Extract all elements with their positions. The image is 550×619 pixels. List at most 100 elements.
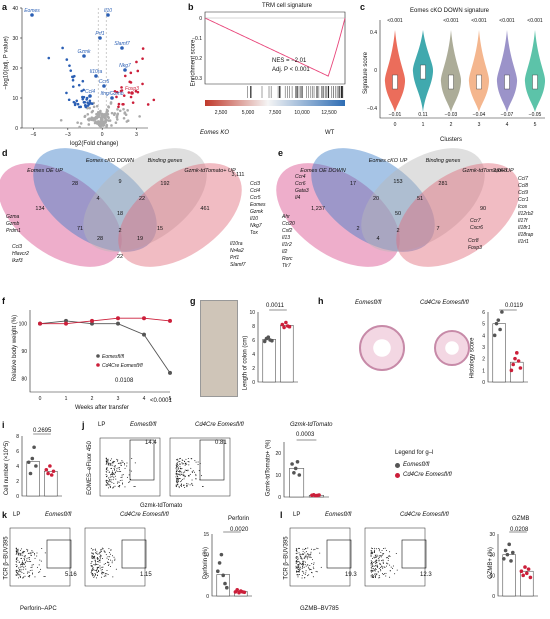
- k-flow-ctrl-event: [26, 572, 28, 574]
- j-flow-ctrl-event: [113, 473, 115, 475]
- l-flow-ko-event: [370, 571, 372, 573]
- colon-bar: [262, 339, 276, 383]
- j-flow-ko-event: [191, 471, 193, 473]
- l-flow-ko-event: [381, 560, 383, 562]
- j-flow-ctrl-event: [107, 460, 109, 462]
- l-flow-ctrl-event: [304, 577, 306, 579]
- k-flow-ctrl-event: [28, 571, 30, 573]
- l-flow-ctrl-event: [296, 564, 298, 566]
- k-flow-ctrl-event: [24, 563, 26, 565]
- j-flow-ctrl-event: [110, 474, 112, 476]
- violin-ytick: 0: [374, 68, 377, 74]
- k-flow-ctrl-event: [23, 572, 25, 574]
- j-flow-ctrl-event: [116, 458, 118, 460]
- weight-point: [64, 318, 68, 323]
- l-flow-ko-event: [370, 547, 372, 549]
- l-gate-1: 19.3: [345, 572, 357, 578]
- k-flow-ctrl-event: [24, 575, 26, 577]
- j-flow-ko-event: [195, 475, 197, 477]
- j-flow-ctrl-event: [121, 461, 123, 463]
- volcano-point: [107, 105, 110, 108]
- venn-d-gene: Hlavcr2: [12, 251, 29, 257]
- l-flow-ctrl-event: [305, 570, 307, 572]
- l-flow-ko-event: [374, 561, 376, 563]
- k-flow-ctrl-event: [16, 557, 18, 559]
- cellnumber-bar: [26, 461, 40, 497]
- j-flow-ko-event: [176, 472, 178, 474]
- volcano-ytick-label: 40: [12, 6, 18, 12]
- j-flow-ctrl-event: [111, 463, 113, 465]
- l-flow-ctrl-gate: [326, 539, 352, 569]
- k-flow-ctrl-event: [40, 560, 42, 562]
- k-flow-ctrl-event: [39, 559, 41, 561]
- venn-e-count: 4: [376, 236, 379, 242]
- j-flow-ko-event: [178, 487, 180, 489]
- j-flow-ko-event: [187, 458, 189, 460]
- j-flow-ctrl-event: [107, 484, 109, 486]
- venn-e-gene: Ccr8: [468, 238, 479, 244]
- k-flow-ctrl-event: [28, 558, 30, 560]
- k-flow-ko-event: [91, 561, 93, 563]
- k-flow-ctrl-event: [17, 570, 19, 572]
- k-flow-ko-event: [95, 563, 97, 565]
- l-flow-ko-event: [395, 552, 397, 554]
- volcano-point: [80, 89, 83, 93]
- j-flow-ko-event: [191, 479, 193, 481]
- k-flow-ctrl-event: [17, 559, 19, 561]
- j-flow-ctrl-event: [107, 464, 109, 466]
- k-flow-ctrl-event: [36, 552, 38, 554]
- venn-e-set: [361, 148, 485, 252]
- colon-dot: [282, 325, 286, 330]
- l-flow-ctrl-event: [302, 548, 304, 550]
- venn-e-gene: Foxp3: [468, 245, 482, 251]
- k-flow-ko-event: [115, 568, 117, 570]
- l-flow-ctrl-event: [298, 565, 300, 567]
- k-flow-ctrl-event: [28, 575, 30, 577]
- j-flow-ko-event: [186, 469, 188, 471]
- l-flow-ctrl-event: [309, 565, 311, 567]
- l-flow-ko-gate: [401, 539, 427, 569]
- weight-point: [38, 321, 42, 326]
- j-flow-ko-event: [184, 476, 186, 478]
- l-flow-ctrl-event: [302, 571, 304, 573]
- l-flow-ko-event: [371, 553, 373, 555]
- cellnumber-dot: [51, 469, 56, 474]
- l-flow-ctrl-event: [298, 571, 300, 573]
- colon-dot: [270, 338, 274, 343]
- j-flow-ko-event: [176, 478, 178, 480]
- volcano-xtick-label: −6: [31, 132, 37, 138]
- l-flow-ko-event: [371, 567, 373, 569]
- k-flow-ctrl-event: [20, 568, 22, 570]
- volcano-point: [93, 121, 97, 125]
- volcano-point: [141, 57, 144, 60]
- l-flow-ctrl-event: [303, 572, 305, 574]
- k-flow-ctrl-event: [24, 556, 26, 558]
- volcano-gene-label: Ccr5: [99, 79, 110, 85]
- k-flow-ctrl-event: [15, 569, 17, 571]
- volcano-point: [77, 83, 81, 87]
- k-flow-ko-event: [100, 554, 102, 556]
- venn-d-count: 28: [97, 236, 103, 242]
- violin-cluster-label: 1: [422, 122, 425, 128]
- k-flow-ctrl-event: [34, 557, 36, 559]
- j-flow-ctrl-event: [106, 459, 108, 461]
- venn-e-gene: Gata3: [295, 188, 309, 194]
- k-flow-ko-event: [101, 573, 103, 575]
- gsea-xtick: 2,500: [215, 110, 228, 116]
- k-flow-ctrl-event: [22, 562, 24, 564]
- volcano-point: [152, 98, 156, 102]
- j-flow-ctrl-event: [117, 459, 119, 461]
- l-flow-ko-event: [373, 556, 375, 558]
- l-flow-ko-event: [389, 570, 391, 572]
- l-flow-ko-event: [375, 573, 377, 575]
- volcano-xtick-label: 3: [135, 132, 138, 138]
- k-flow-ctrl-event: [27, 549, 29, 551]
- k-flow-ctrl-event: [31, 569, 33, 571]
- k-flow-ko-event: [91, 557, 93, 559]
- gsea-ytick: −0.1: [192, 36, 202, 42]
- histology-p: 0.0119: [505, 303, 523, 309]
- j-flow-ko-event: [180, 457, 182, 459]
- volcano-xtick-label: −3: [65, 132, 71, 138]
- k-flow-ctrl-event: [21, 551, 23, 553]
- j-flow-ctrl-event: [119, 479, 121, 481]
